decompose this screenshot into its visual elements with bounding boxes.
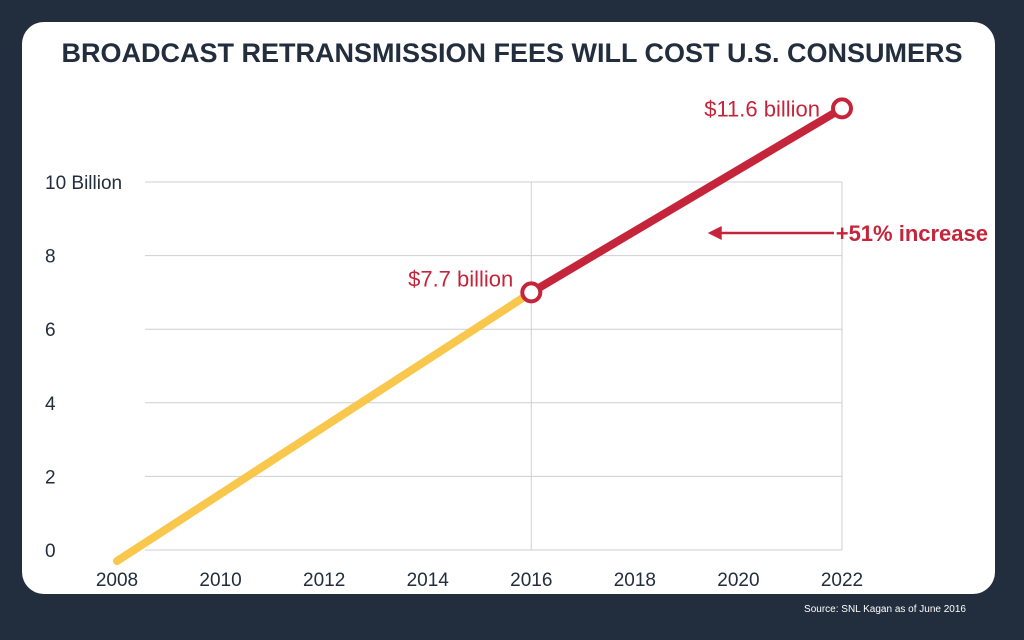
grid-layer xyxy=(145,181,843,551)
x-tick-label: 2008 xyxy=(96,570,138,591)
increase-arrow-head xyxy=(707,226,722,240)
x-tick-label: 2010 xyxy=(199,570,241,591)
x-tick-label: 2022 xyxy=(821,570,863,591)
increase-label: +51% increase xyxy=(836,221,988,246)
data-label: $7.7 billion xyxy=(408,266,513,291)
data-label: $11.6 billion xyxy=(704,96,820,121)
y-tick-label: 8 xyxy=(45,247,56,268)
data-point-marker xyxy=(831,97,853,120)
x-tick-label: 2020 xyxy=(717,570,759,591)
data-point-marker xyxy=(520,281,543,304)
y-tick-label: 6 xyxy=(45,320,56,341)
y-tick-label: 10 Billion xyxy=(45,173,122,194)
chart-title: BROADCAST RETRANSMISSION FEES WILL COST … xyxy=(61,38,962,68)
annotation-layer: $7.7 billion $11.6 billion +51% increase xyxy=(408,96,988,304)
y-tick-label: 4 xyxy=(45,394,56,415)
x-tick-label: 2012 xyxy=(303,570,345,591)
x-tick-label: 2018 xyxy=(614,570,656,591)
axis-layer: 0 2 4 6 8 10 Billion 2008 2010 2012 2014 2016 2018 2… xyxy=(45,173,863,591)
x-tick-label: 2016 xyxy=(510,570,552,591)
series-layer xyxy=(113,104,846,566)
x-tick-label: 2014 xyxy=(407,570,450,591)
series-line-1 xyxy=(113,288,536,566)
series-line-2 xyxy=(527,104,846,297)
y-tick-label: 0 xyxy=(45,541,56,562)
source-note: Source: SNL Kagan as of June 2016 xyxy=(804,604,966,615)
y-tick-label: 2 xyxy=(45,467,56,488)
